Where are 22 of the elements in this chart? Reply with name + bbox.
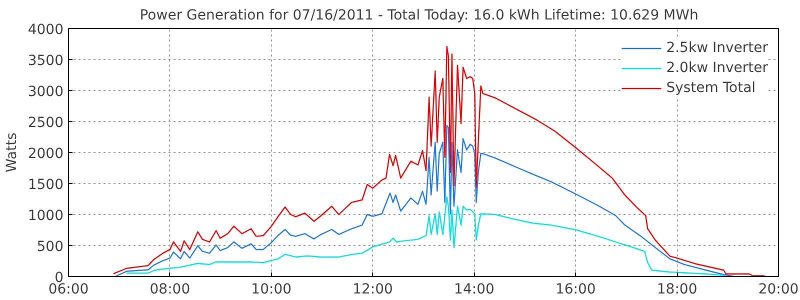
legend-label: System Total [666,80,756,96]
y-tick-label: 3500 [28,53,64,69]
line-series [114,124,735,276]
x-tick-label: 20:00 [758,282,799,298]
x-tick-label: 18:00 [656,282,698,298]
y-tick-label: 3000 [28,84,64,100]
y-axis-title: Watts [4,132,20,172]
x-tick-label: 08:00 [150,282,190,298]
y-tick-label: 2500 [28,115,64,131]
y-tick-label: 4000 [28,22,64,38]
x-tick-label: 14:00 [454,282,494,298]
x-tick-label: 16:00 [555,282,596,298]
y-tick-label: 2000 [28,146,64,162]
x-tick-label: 10:00 [251,282,292,298]
line-series [126,196,728,276]
legend-label: 2.0kw Inverter [666,60,768,76]
chart-title: Power Generation for 07/16/2011 - Total Today: 16.0 kWh Lifetime: 10.629 MWh [140,8,698,24]
y-tick-label: 500 [36,239,64,255]
y-tick-label: 1500 [28,177,64,193]
legend-label: 2.5kw Inverter [666,40,768,56]
y-tick-label: 1000 [28,208,64,224]
x-tick-label: 12:00 [352,282,393,298]
